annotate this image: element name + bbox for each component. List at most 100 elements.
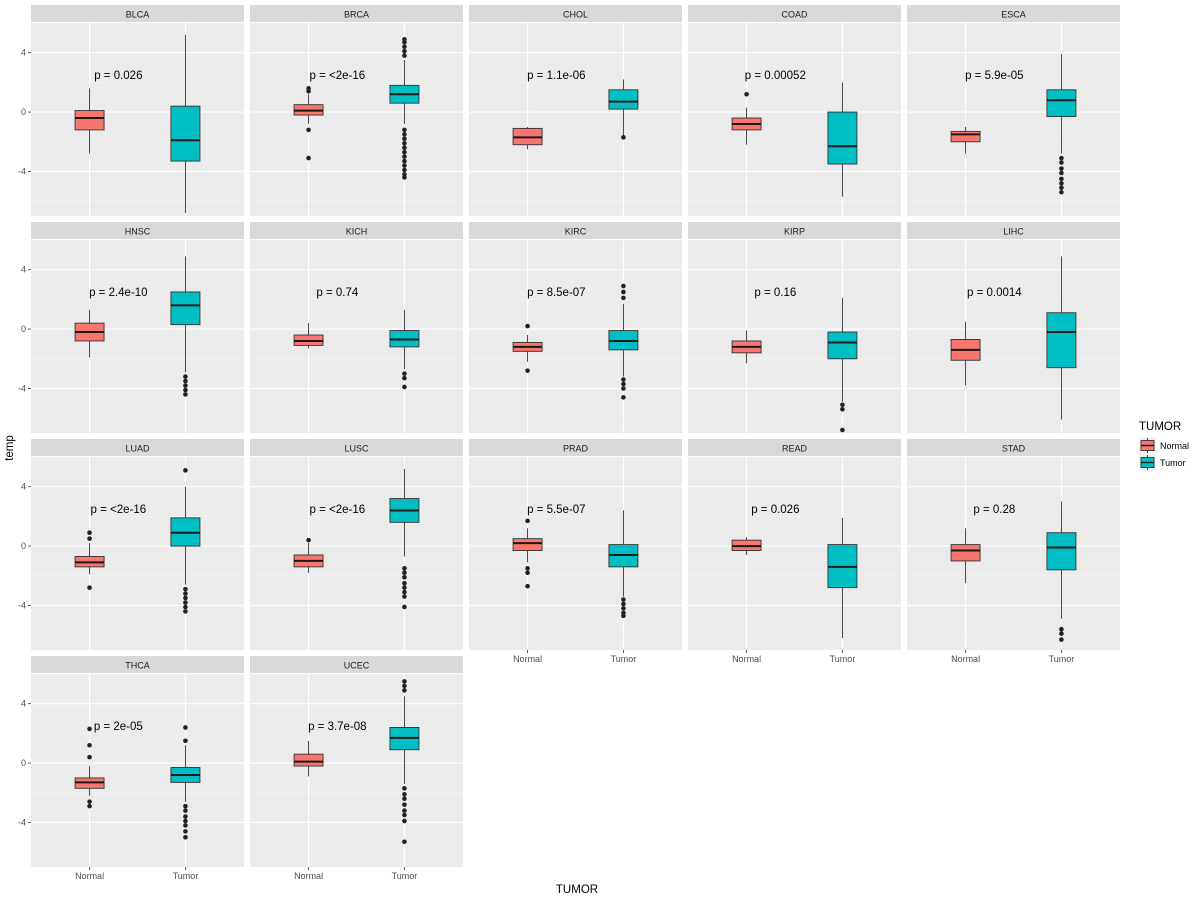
box-iqr	[74, 110, 105, 131]
outlier-point	[402, 371, 407, 376]
outlier-point	[621, 386, 626, 391]
facet-label-kirp: KIRP	[784, 227, 805, 237]
outlier-point	[402, 683, 407, 689]
legend-label: Tumor	[1160, 458, 1186, 468]
legend-label: Normal	[1160, 441, 1189, 451]
outlier-point	[402, 574, 407, 580]
outlier-point	[402, 796, 407, 802]
facet-strip-lusc	[250, 439, 463, 456]
facet-label-chol: CHOL	[563, 10, 588, 20]
outlier-point	[525, 570, 530, 576]
box-normal-luad	[74, 530, 105, 590]
x-tick-label: Normal	[294, 871, 323, 881]
outlier-point	[1059, 185, 1064, 191]
facet-label-hnsc: HNSC	[125, 227, 151, 237]
outlier-point	[1059, 631, 1064, 636]
y-axis-title: temp	[4, 435, 16, 461]
outlier-point	[87, 536, 92, 541]
panel-background	[31, 240, 244, 433]
box-tumor-chol	[608, 79, 639, 140]
box-normal-thca	[74, 726, 105, 809]
outlier-point	[306, 155, 311, 161]
outlier-point	[402, 384, 407, 390]
facet-label-esca: ESCA	[1001, 10, 1026, 20]
p-value-label: p = 0.026	[94, 70, 142, 82]
outlier-point	[183, 803, 188, 809]
panel-background	[31, 457, 244, 650]
facet-strip-lihc	[907, 222, 1120, 239]
panel-background	[907, 23, 1120, 216]
panel-background	[688, 240, 901, 433]
outlier-point	[183, 387, 188, 393]
panel-background	[250, 674, 463, 867]
box-normal-hnsc	[74, 309, 105, 358]
p-value-label: p = 3.7e-08	[308, 721, 367, 733]
box-tumor-stad	[1046, 501, 1077, 642]
outlier-point	[402, 570, 407, 576]
facet-strip-coad	[688, 5, 901, 22]
facet-strip-hnsc	[31, 222, 244, 239]
box-normal-brca	[293, 86, 324, 161]
outlier-point	[525, 518, 530, 524]
outlier-point	[87, 799, 92, 804]
outlier-point	[306, 88, 311, 94]
y-tick-label: -4	[18, 383, 26, 393]
facet-strip-kirc	[469, 222, 682, 239]
box-normal-prad	[512, 518, 543, 589]
facet-strip-blca	[31, 5, 244, 22]
outlier-point	[183, 468, 188, 473]
outlier-point	[840, 427, 845, 433]
facet-label-stad: STAD	[1002, 444, 1026, 454]
outlier-point	[402, 580, 407, 586]
y-tick-label: 4	[21, 265, 26, 275]
outlier-point	[183, 609, 188, 614]
outlier-point	[402, 53, 407, 58]
box-tumor-thca	[170, 725, 201, 840]
x-tick-label: Tumor	[611, 654, 637, 664]
facet-strip-kich	[250, 222, 463, 239]
facet-strip-prad	[469, 439, 682, 456]
outlier-point	[87, 803, 92, 809]
box-normal-coad	[731, 91, 762, 145]
box-normal-kirp	[731, 330, 762, 364]
outlier-point	[402, 40, 407, 45]
outlier-point	[621, 289, 626, 295]
outlier-point	[621, 601, 626, 607]
outlier-point	[402, 802, 407, 807]
y-tick-label: 0	[21, 541, 26, 551]
box-tumor-ucec	[389, 679, 420, 845]
y-tick-label: 0	[21, 758, 26, 768]
box-tumor-esca	[1046, 54, 1077, 195]
box-tumor-read	[827, 517, 858, 639]
outlier-point	[183, 738, 188, 744]
outlier-point	[621, 283, 626, 289]
outlier-point	[402, 791, 407, 797]
outlier-point	[621, 135, 626, 140]
outlier-point	[183, 383, 188, 388]
box-iqr	[608, 89, 639, 110]
outlier-point	[402, 158, 407, 164]
outlier-point	[402, 44, 407, 50]
box-tumor-kirp	[827, 297, 858, 433]
outlier-point	[1059, 160, 1064, 165]
p-value-label: p = 5.9e-05	[965, 70, 1024, 82]
facet-strip-esca	[907, 5, 1120, 22]
outlier-point	[402, 589, 407, 595]
outlier-point	[402, 818, 407, 824]
outlier-point	[183, 600, 188, 605]
facet-strip-chol	[469, 5, 682, 22]
p-value-label: p = <2e-16	[310, 504, 366, 516]
facet-label-read: READ	[782, 444, 808, 454]
box-iqr	[170, 105, 201, 162]
outlier-point	[402, 604, 407, 610]
facet-strip-brca	[250, 5, 463, 22]
y-tick-label: 4	[21, 48, 26, 58]
box-normal-ucec	[293, 740, 324, 777]
outlier-point	[1059, 155, 1064, 161]
facet-strip-luad	[31, 439, 244, 456]
x-tick-label: Normal	[75, 871, 104, 881]
panel-background	[688, 457, 901, 650]
box-iqr	[1046, 89, 1077, 117]
x-tick-label: Normal	[513, 654, 542, 664]
outlier-point	[183, 814, 188, 819]
